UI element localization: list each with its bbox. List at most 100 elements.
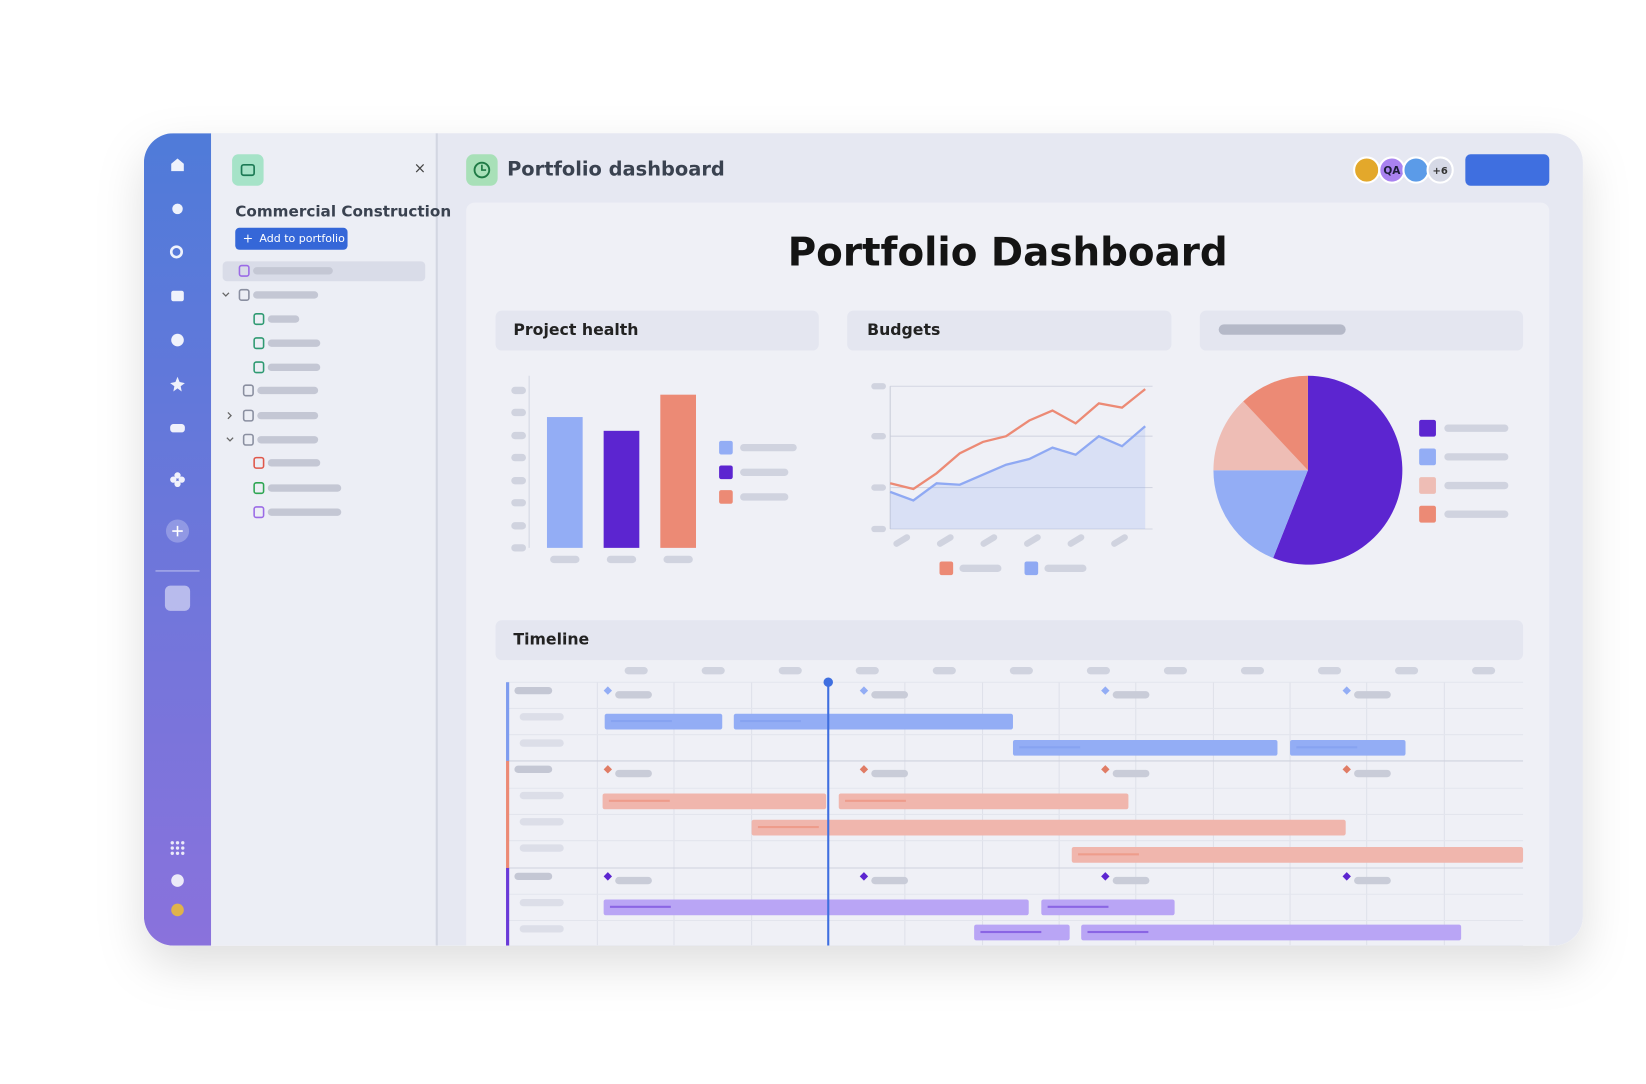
legend-swatch — [719, 440, 733, 455]
avatar-initials: QA — [1383, 165, 1401, 177]
placeholder — [519, 713, 564, 721]
legend-swatch — [1419, 419, 1436, 437]
dashboard-glyph-hands — [481, 164, 487, 171]
tree-icon — [242, 409, 254, 422]
milestone — [603, 765, 613, 774]
avatar[interactable] — [1402, 156, 1430, 184]
avatar[interactable] — [1353, 156, 1381, 184]
placeholder — [1444, 453, 1509, 461]
panel-title: Project health — [513, 320, 638, 339]
side-panel — [211, 133, 437, 946]
portfolio-nav[interactable] — [164, 585, 191, 611]
legend-swatch — [939, 561, 954, 576]
timeline-bar-label — [1019, 746, 1081, 749]
placeholder — [511, 453, 526, 462]
legend-swatch — [719, 465, 733, 480]
panel-title: Timeline — [513, 630, 589, 649]
placeholder — [519, 739, 564, 747]
timeline-bar — [1081, 924, 1462, 941]
timeline-bar-label — [980, 930, 1042, 934]
close-button[interactable]: × — [414, 160, 426, 177]
placeholder — [855, 666, 879, 675]
placeholder — [511, 386, 526, 395]
avatar-more-count: +6 — [1432, 166, 1447, 177]
timeline-bar-label — [1078, 853, 1139, 856]
header-title: Portfolio dashboard — [507, 158, 725, 181]
placeholder — [871, 769, 909, 778]
placeholder — [615, 769, 652, 778]
tree-icon — [253, 313, 265, 326]
placeholder — [253, 267, 333, 275]
timeline-bar-label — [740, 720, 801, 723]
x-tick-placeholder — [936, 534, 954, 547]
placeholder — [1354, 691, 1391, 699]
user-avatar[interactable] — [171, 903, 184, 917]
y-tick-placeholder — [871, 484, 886, 491]
placeholder — [1354, 769, 1391, 778]
placeholder — [1354, 876, 1391, 885]
placeholder — [1112, 691, 1150, 699]
placeholder — [932, 666, 956, 675]
placeholder — [267, 484, 342, 492]
placeholder — [1444, 424, 1509, 432]
timeline-bar-label — [610, 720, 672, 723]
group-marker — [506, 760, 510, 868]
x-tick-placeholder — [1111, 534, 1128, 547]
placeholder — [511, 477, 526, 485]
legend-swatch — [719, 490, 733, 504]
placeholder — [267, 459, 321, 467]
panel-header — [847, 310, 1172, 351]
timeline-bar — [603, 899, 1029, 916]
panel-title: Budgets — [867, 320, 940, 339]
legend-swatch — [1419, 477, 1436, 494]
milestone — [1101, 686, 1110, 695]
group-marker — [506, 682, 510, 761]
nav-rail — [143, 133, 212, 946]
tree-chevron — [222, 292, 230, 297]
avatar-more[interactable] — [1426, 156, 1454, 184]
placeholder — [267, 363, 321, 372]
y-tick-placeholder — [871, 433, 886, 440]
add-button[interactable] — [235, 227, 348, 250]
placeholder — [1472, 666, 1496, 675]
placeholder — [257, 411, 319, 420]
placeholder — [663, 555, 693, 564]
add-button-plus: + — [243, 230, 254, 245]
timeline-bar-label — [845, 799, 906, 802]
placeholder — [624, 666, 648, 675]
placeholder — [1112, 876, 1150, 885]
tree-chevron — [226, 437, 234, 442]
dashboard-title: Portfolio Dashboard — [788, 231, 1228, 276]
tree-icon — [238, 264, 250, 277]
panel-header — [495, 310, 819, 351]
placeholder — [740, 443, 797, 452]
placeholder — [519, 844, 564, 852]
placeholder — [514, 872, 553, 881]
timeline-bar — [1012, 739, 1278, 756]
milestone — [603, 686, 613, 695]
share-button[interactable] — [1465, 154, 1550, 186]
placeholder — [1317, 666, 1342, 675]
today-marker — [823, 677, 833, 687]
timeline-bar — [733, 713, 1013, 730]
legend-swatch — [1419, 448, 1436, 466]
placeholder — [615, 876, 652, 885]
placeholder — [267, 508, 342, 516]
placeholder — [519, 791, 564, 800]
placeholder — [550, 555, 580, 564]
legend-swatch — [1024, 561, 1039, 576]
timeline-bar-label — [757, 826, 819, 829]
tree-icon — [242, 433, 254, 446]
bar — [603, 430, 640, 548]
tree-icon — [253, 456, 265, 469]
timeline-bar-label — [1047, 905, 1109, 908]
milestone — [1342, 872, 1351, 881]
placeholder — [1444, 510, 1509, 518]
placeholder — [511, 431, 526, 440]
legend-swatch — [1419, 505, 1436, 523]
line — [889, 425, 1146, 502]
tree-icon — [253, 361, 265, 374]
pie-slice — [1243, 375, 1308, 471]
line — [889, 388, 1146, 491]
placeholder — [959, 564, 1002, 573]
